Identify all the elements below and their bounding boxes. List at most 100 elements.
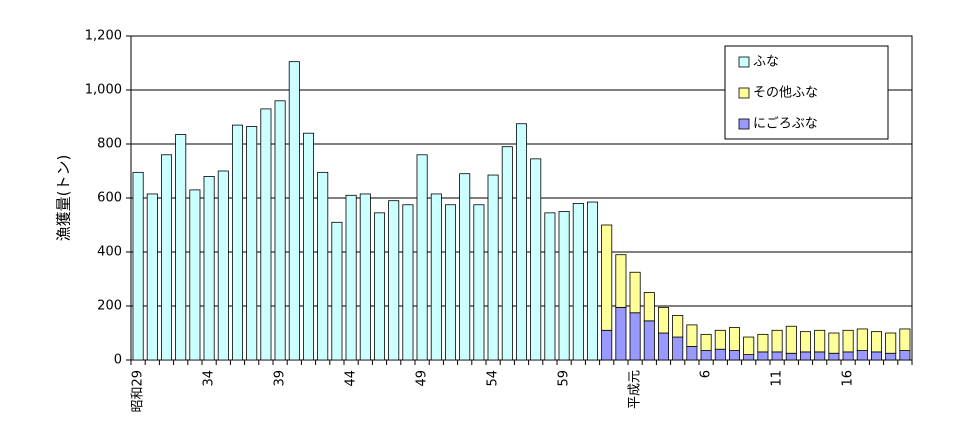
y-tick-label: 0 xyxy=(114,353,122,368)
bar-にごろぶな-7 xyxy=(714,348,726,361)
bar-その他ふな-16 xyxy=(842,329,854,353)
x-tick-label: 平成元 xyxy=(628,370,643,409)
x-tick-label: 6 xyxy=(699,370,714,378)
bar-その他ふな-7 xyxy=(714,329,726,350)
bar-ふな-52 xyxy=(459,173,471,361)
bar-ふな-59 xyxy=(558,211,570,361)
bar-その他ふな-9 xyxy=(743,336,755,355)
bar-ふな-50 xyxy=(430,193,442,361)
bar-にごろぶな-63 xyxy=(615,306,627,361)
bar-ふな-49 xyxy=(416,154,428,361)
bar-ふな-41 xyxy=(302,132,315,361)
x-tick-label: 39 xyxy=(273,370,288,387)
bar-その他ふな-5 xyxy=(686,324,698,347)
bar-ふな-56 xyxy=(515,123,528,361)
bar-ふな-34 xyxy=(203,175,215,361)
bar-その他ふな-18 xyxy=(870,331,883,353)
bar-にごろぶな-3 xyxy=(657,332,670,361)
x-axis: 昭和29 34 39 44 49 54 59 平成元 6 11 16 xyxy=(130,360,913,413)
bar-その他ふな-2 xyxy=(643,292,655,322)
x-tick-label: 16 xyxy=(841,370,856,387)
bar-ふな-36 xyxy=(231,124,244,361)
y-tick-label: 200 xyxy=(97,299,122,314)
y-tick-label: 400 xyxy=(97,245,122,260)
bar-ふな-40 xyxy=(288,61,300,361)
bar-ふな-58 xyxy=(544,212,556,361)
bar-にごろぶな-19 xyxy=(885,352,897,361)
legend-box xyxy=(724,45,889,140)
legend-swatch xyxy=(738,118,750,130)
y-tick-label: 1,200 xyxy=(85,29,122,44)
bar-にごろぶな-4 xyxy=(672,336,684,361)
bar-その他ふな-10 xyxy=(757,333,769,353)
x-tick-label: 昭和29 xyxy=(131,370,146,413)
bars xyxy=(132,61,911,361)
bar-ふな-33 xyxy=(189,189,201,361)
bar-その他ふな-14 xyxy=(814,329,826,353)
bar-にごろぶな-18 xyxy=(870,351,883,361)
bar-にごろぶな-10 xyxy=(757,351,769,361)
x-tick-label: 49 xyxy=(415,370,430,387)
x-tick-label: 44 xyxy=(344,370,359,387)
bar-その他ふな-17 xyxy=(856,328,868,351)
bar-ふな-35 xyxy=(217,170,229,361)
bar-その他ふな-平成元 xyxy=(629,271,641,314)
y-tick-label: 1,000 xyxy=(85,83,122,98)
bar-ふな-47 xyxy=(388,200,400,361)
bar-ふな-37 xyxy=(246,126,258,361)
legend-label: にごろぶな xyxy=(753,116,818,132)
bar-ふな-44 xyxy=(345,194,357,361)
y-axis: 0 200 400 600 800 1,000 1,200 xyxy=(85,29,131,368)
bar-にごろぶな-2 xyxy=(643,320,655,361)
bar-その他ふな-8 xyxy=(728,327,741,351)
x-tick-label: 54 xyxy=(486,370,501,387)
bar-ふな-45 xyxy=(359,193,371,361)
bar-にごろぶな-8 xyxy=(728,350,741,361)
y-tick-label: 600 xyxy=(97,191,122,206)
bar-ふな-46 xyxy=(373,212,386,361)
bar-にごろぶな-5 xyxy=(686,346,698,361)
bar-ふな-32 xyxy=(175,134,187,361)
bar-その他ふな-11 xyxy=(771,329,783,353)
bar-ふな-55 xyxy=(501,146,513,361)
bar-にごろぶな-11 xyxy=(771,351,783,361)
bar-その他ふな-6 xyxy=(700,333,712,351)
x-tick-label: 59 xyxy=(557,370,572,387)
bar-その他ふな-20 xyxy=(899,328,911,351)
bar-その他ふな-63 xyxy=(615,254,627,308)
bar-にごろぶな-12 xyxy=(785,352,797,361)
bar-にごろぶな-17 xyxy=(856,350,868,361)
bar-ふな-48 xyxy=(402,204,414,361)
bar-にごろぶな-平成元 xyxy=(629,312,641,361)
bar-その他ふな-62 xyxy=(601,224,613,331)
bar-ふな-39 xyxy=(274,100,286,361)
bar-にごろぶな-6 xyxy=(700,350,712,361)
bar-その他ふな-19 xyxy=(885,332,897,354)
bar-その他ふな-12 xyxy=(785,325,797,354)
bar-ふな-53 xyxy=(473,204,485,361)
bar-にごろぶな-14 xyxy=(814,351,826,361)
bar-その他ふな-13 xyxy=(799,331,812,353)
bar-にごろぶな-62 xyxy=(601,329,613,361)
legend-swatch xyxy=(738,87,750,99)
bar-ふな-60 xyxy=(572,202,584,361)
bar-ふな-54 xyxy=(487,174,499,361)
y-axis-title: 漁獲量(トン) xyxy=(55,155,73,242)
legend-label: ふな xyxy=(753,55,779,70)
legend-label: その他ふな xyxy=(753,86,818,101)
bar-その他ふな-3 xyxy=(657,306,670,334)
bar-にごろぶな-9 xyxy=(743,354,755,361)
bar-ふな-38 xyxy=(260,108,272,361)
bar-ふな-43 xyxy=(331,221,343,361)
bar-にごろぶな-20 xyxy=(899,350,911,361)
bar-ふな-31 xyxy=(160,154,173,361)
bar-ふな-61 xyxy=(586,201,599,361)
bar-にごろぶな-16 xyxy=(842,351,854,361)
legend-swatch xyxy=(738,56,750,68)
bar-その他ふな-15 xyxy=(828,332,840,354)
bar-にごろぶな-15 xyxy=(828,352,840,361)
bar-にごろぶな-13 xyxy=(799,351,812,361)
